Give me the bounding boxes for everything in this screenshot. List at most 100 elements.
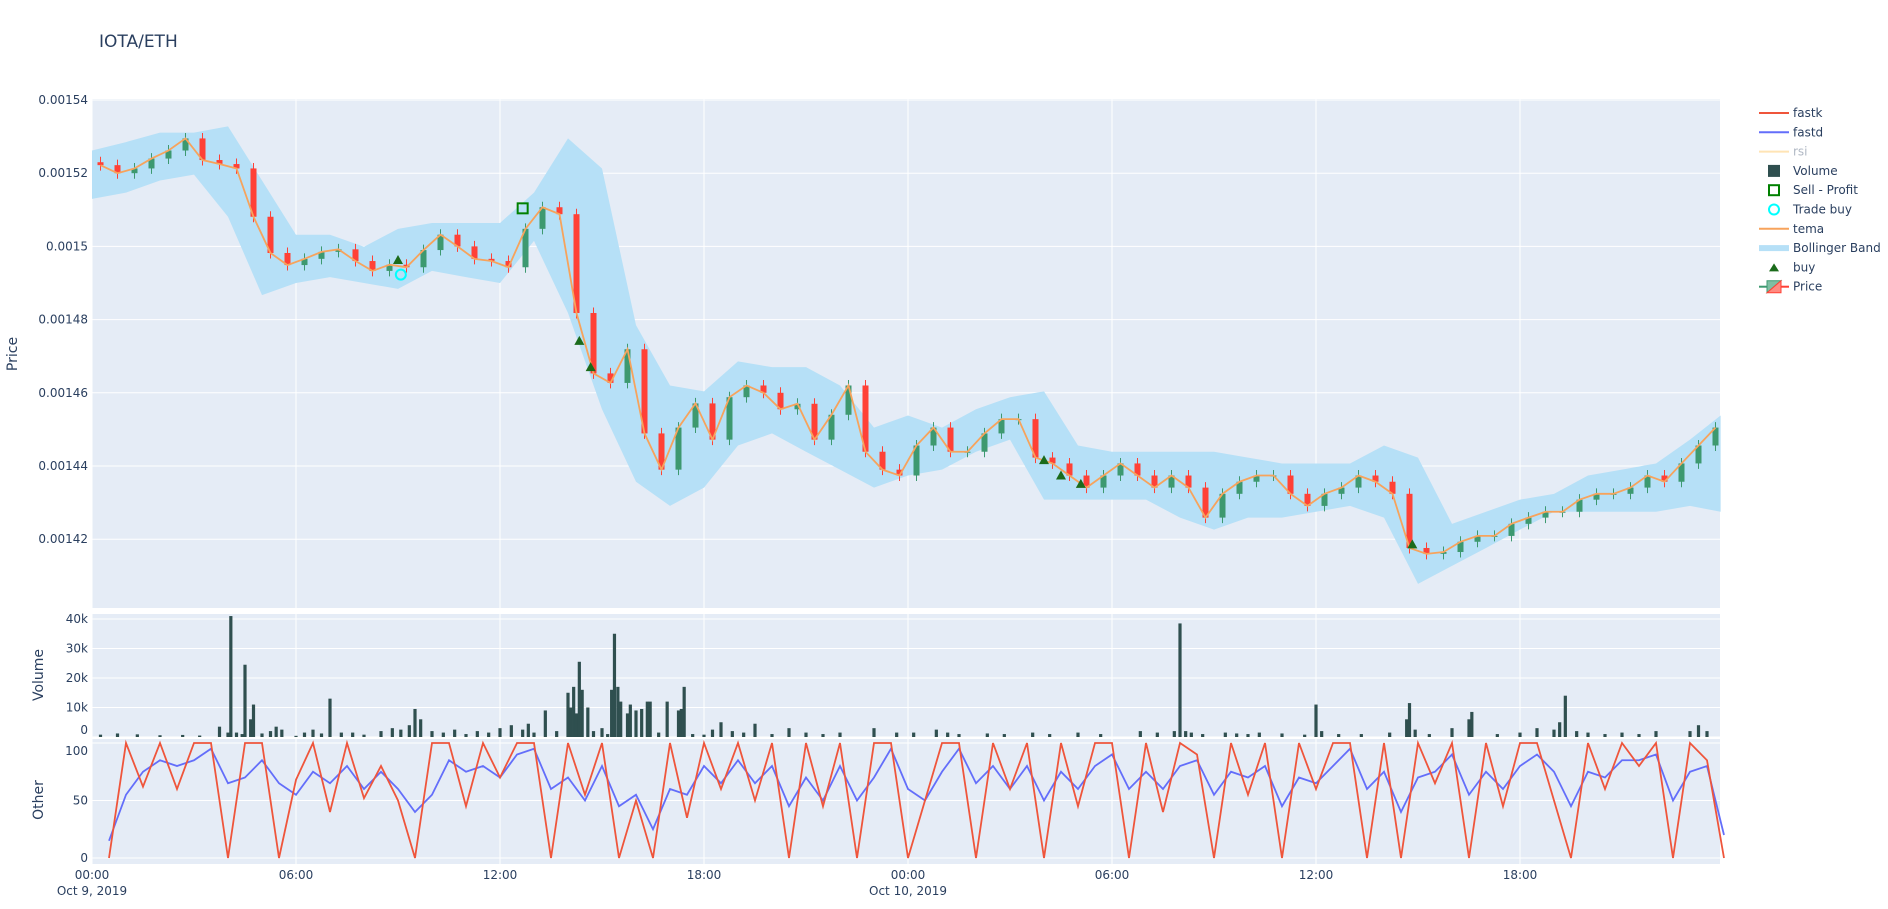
buy-marker	[574, 335, 585, 345]
volume-bar	[1637, 734, 1641, 737]
legend-item-fastd[interactable]: fastd	[1759, 125, 1823, 139]
volume-bar	[1138, 731, 1142, 737]
candle-body	[1525, 517, 1532, 524]
legend-item-bollinger-band[interactable]: Bollinger Band	[1759, 241, 1881, 255]
candle-body	[947, 427, 954, 452]
volume-bar	[574, 713, 579, 737]
volume-bar	[1388, 732, 1392, 737]
candle-body	[1372, 475, 1379, 482]
legend-item-trade-buy[interactable]: Trade buy	[1768, 203, 1852, 217]
volume-bar	[1246, 734, 1250, 737]
tema-line	[100, 137, 1717, 555]
candle-body	[488, 258, 495, 262]
candle-body	[182, 138, 189, 151]
candle-body	[675, 427, 682, 470]
legend-item-volume[interactable]: Volume	[1768, 164, 1838, 178]
sell-profit-marker	[516, 202, 529, 215]
volume-bar	[612, 633, 617, 737]
volume-bar	[1575, 731, 1579, 737]
volume-bar	[1099, 734, 1103, 737]
legend-label: Trade buy	[1792, 203, 1852, 217]
volume-bar	[804, 732, 808, 737]
candle-body	[828, 414, 835, 440]
candle-body	[267, 216, 274, 253]
volume-bar	[1535, 728, 1539, 737]
y-tick-label: 0.00142	[38, 532, 88, 546]
volume-bar	[1563, 695, 1567, 737]
volume-bar	[362, 734, 366, 737]
candle-body	[1678, 463, 1685, 482]
volume-bar	[229, 616, 233, 737]
volume-bar	[274, 726, 278, 737]
volume-bar	[379, 731, 383, 737]
volume-bar	[1076, 732, 1080, 737]
volume-bar	[679, 708, 683, 737]
legend-item-buy[interactable]: buy	[1769, 260, 1815, 274]
volume-bar	[407, 725, 411, 737]
candle-body	[1542, 511, 1549, 518]
volume-bar	[1450, 728, 1454, 737]
volume-bar	[682, 686, 686, 737]
volume-bar	[441, 732, 445, 737]
volume-bar	[526, 723, 530, 737]
volume-bar	[1705, 731, 1709, 737]
candle-body	[760, 385, 767, 393]
volume-bar	[115, 733, 120, 737]
candle-body	[505, 261, 512, 268]
volume-bar	[98, 734, 103, 737]
volume-bar	[135, 734, 139, 737]
legend-circle-icon	[1768, 203, 1780, 216]
volume-bar	[821, 734, 825, 737]
candle-body	[1100, 475, 1107, 488]
volume-bar	[946, 732, 950, 737]
legend-item-price[interactable]: Price	[1759, 279, 1822, 294]
legend-band-icon	[1759, 245, 1789, 252]
candle-body	[1440, 552, 1447, 554]
volume-bar	[498, 728, 502, 737]
candle-body	[913, 445, 920, 476]
volume-bar	[430, 731, 434, 737]
volume-bar	[1620, 732, 1624, 737]
candle-body	[1338, 487, 1345, 494]
legend-item-rsi[interactable]: rsi	[1759, 145, 1808, 159]
volume-bar	[742, 732, 746, 737]
candle-body	[352, 249, 359, 262]
volume-bar	[606, 734, 610, 737]
candle-body	[335, 249, 342, 252]
candle-body	[1049, 457, 1056, 464]
volume-bar	[1048, 734, 1052, 737]
y-tick-label: 0.00148	[38, 313, 88, 327]
legend-item-sell-profit[interactable]: Sell - Profit	[1768, 183, 1858, 197]
volume-bar	[1603, 734, 1607, 737]
legend-candle-icon	[1765, 279, 1782, 294]
candle-body	[199, 138, 206, 161]
candle-body	[1304, 493, 1311, 506]
volume-bar	[619, 701, 623, 737]
volume-bar	[1405, 719, 1409, 737]
volume-bar	[912, 732, 916, 737]
y-tick-label: 20k	[66, 671, 88, 685]
buy-marker	[393, 254, 403, 264]
candle-body	[726, 397, 733, 440]
candle-body	[1644, 475, 1651, 488]
candle-body	[1066, 463, 1073, 476]
volume-bar	[566, 692, 570, 737]
candle-body	[403, 264, 410, 268]
legend-item-tema[interactable]: tema	[1759, 222, 1824, 236]
volume-bar	[1552, 729, 1556, 737]
candle-body	[1661, 475, 1668, 482]
candle-body	[709, 403, 716, 440]
legend-item-fastk[interactable]: fastk	[1759, 106, 1823, 120]
candle-body	[420, 250, 427, 268]
volume-bar	[702, 734, 706, 737]
candle-body	[607, 373, 614, 383]
volume-bar	[268, 731, 273, 737]
volume-bar	[280, 729, 284, 737]
y-tick-label: 100	[65, 744, 88, 758]
volume-bar	[226, 732, 230, 737]
volume-bar	[957, 734, 961, 737]
volume-bar	[1235, 733, 1239, 737]
volume-bar	[770, 734, 774, 737]
legend-square-icon	[1768, 164, 1780, 177]
candle-body	[1151, 475, 1158, 488]
